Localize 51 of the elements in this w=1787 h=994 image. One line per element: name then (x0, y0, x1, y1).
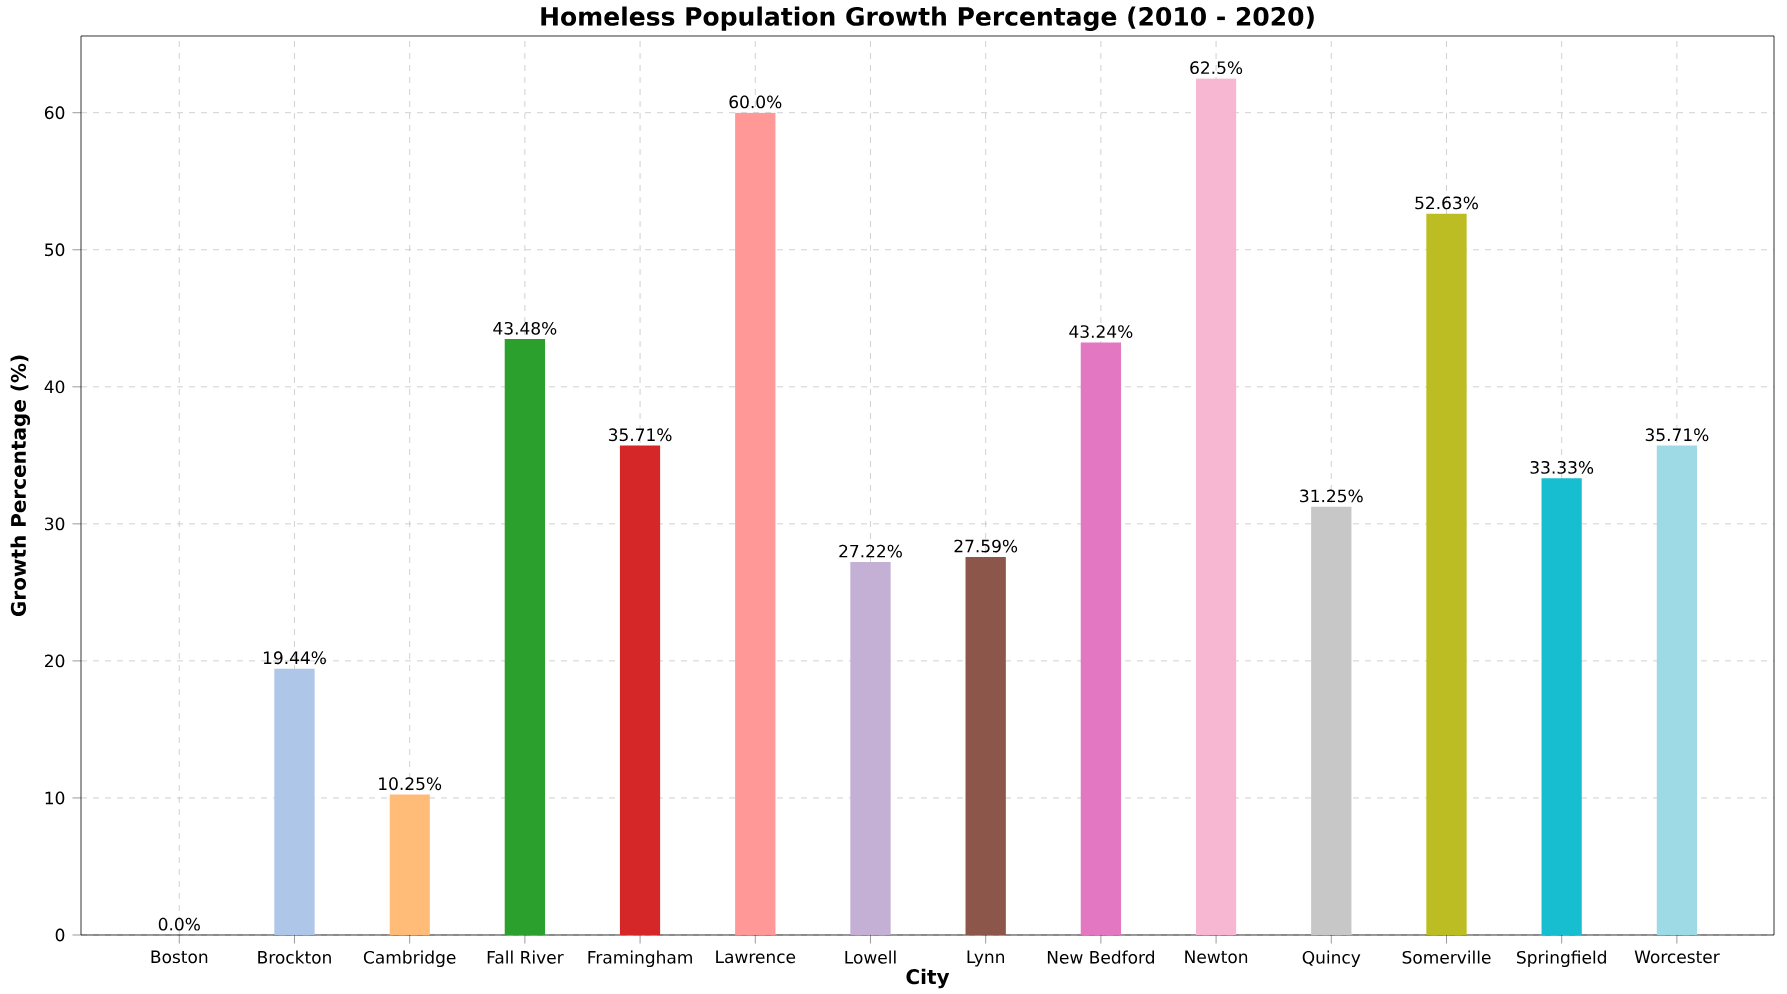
x-tick-label: Lowell (845, 950, 896, 964)
bar (965, 556, 1006, 935)
data-label: 27.22% (839, 544, 902, 558)
data-label: 31.25% (1300, 489, 1363, 503)
bar (274, 668, 315, 935)
chart-title: Homeless Population Growth Percentage (2010 - 2020) (541, 6, 1314, 31)
data-label: 35.71% (1645, 428, 1709, 442)
data-label: 35.71% (608, 428, 672, 442)
data-label: 33.33% (1530, 460, 1594, 474)
data-label: 43.48% (493, 321, 557, 335)
y-tick-label: 30 (45, 517, 65, 531)
data-label: 52.63% (1415, 196, 1478, 210)
x-tick-label: Worcester (1634, 950, 1720, 964)
bar (1195, 78, 1237, 935)
bar (389, 794, 430, 935)
bar (850, 561, 891, 935)
x-tick-label: Fall River (487, 950, 564, 964)
x-tick-label: Framingham (588, 950, 692, 968)
bar (504, 339, 546, 935)
y-tick-label: 0 (55, 928, 65, 942)
x-tick-label: Newton (1185, 950, 1248, 964)
bar (1426, 213, 1467, 935)
bar (1541, 478, 1582, 935)
y-axis-title: Growth Percentage (%) (10, 355, 31, 617)
x-tick-label: Boston (151, 950, 208, 964)
x-tick-label: Quincy (1302, 950, 1361, 968)
bar (735, 112, 776, 935)
x-tick-label: Lynn (967, 950, 1005, 967)
data-label: 43.24% (1069, 325, 1133, 339)
data-label: 27.59% (954, 539, 1018, 553)
data-label: 19.44% (263, 651, 326, 665)
x-tick-label: Brockton (258, 950, 331, 964)
x-tick-label: Somerville (1402, 950, 1491, 964)
data-label: 10.25% (379, 777, 442, 791)
data-label: 60.0% (729, 95, 782, 109)
y-tick-label: 10 (45, 791, 65, 805)
y-tick-label: 40 (44, 380, 65, 394)
y-tick-label: 20 (45, 654, 65, 668)
bar (1656, 445, 1698, 935)
bar (1080, 342, 1122, 935)
x-tick-label: Cambridge (363, 950, 456, 968)
x-tick-label: Springfield (1517, 950, 1606, 968)
y-tick-label: 60 (44, 106, 65, 120)
data-label: 0.0% (158, 917, 200, 931)
bar (619, 445, 661, 935)
data-label: 62.5% (1190, 61, 1243, 75)
x-tick-label: New Bedford (1047, 950, 1154, 964)
bar (1311, 506, 1352, 935)
y-tick-label: 50 (45, 243, 65, 257)
x-axis-title: City (906, 968, 950, 989)
x-tick-label: Lawrence (716, 950, 796, 964)
